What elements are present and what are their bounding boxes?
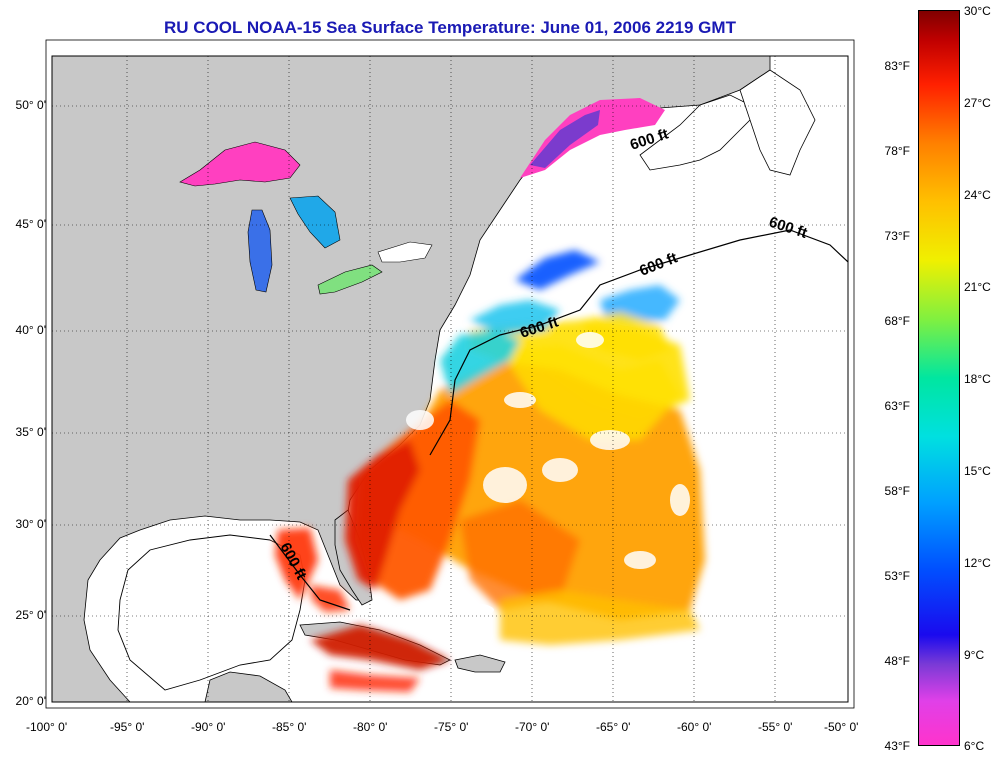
lon-label-minus80: -80° 0' xyxy=(353,720,388,734)
colorbar-f-43: 43°F xyxy=(884,739,910,753)
st-lawrence-sst xyxy=(520,98,665,178)
lon-label-minus100: -100° 0' xyxy=(26,720,68,734)
colorbar-f-58: 58°F xyxy=(884,484,910,498)
hispaniola-land xyxy=(454,654,506,673)
colorbar-c-18: 18°C xyxy=(964,372,991,386)
lon-label-minus50: -50° 0' xyxy=(824,720,859,734)
lat-label-50: 50° 0' xyxy=(15,98,46,112)
colorbar-f-68: 68°F xyxy=(884,314,910,328)
yucatan-land xyxy=(204,671,293,702)
lon-label-minus65: -65° 0' xyxy=(596,720,631,734)
cloud-gaps xyxy=(406,332,690,617)
lat-label-30: 30° 0' xyxy=(15,517,46,531)
map-title: RU COOL NOAA-15 Sea Surface Temperature:… xyxy=(164,18,736,37)
colorbar-c-21: 21°C xyxy=(964,280,991,294)
colorbar-f-48: 48°F xyxy=(884,654,910,668)
colorbar-c-12: 12°C xyxy=(964,556,991,570)
colorbar-c-27: 27°C xyxy=(964,96,991,110)
newfoundland-land xyxy=(739,69,816,176)
colorbar-f-63: 63°F xyxy=(884,399,910,413)
lake-ontario xyxy=(377,241,433,263)
st-lawrence-cold-patch xyxy=(530,110,600,168)
map-outer-frame xyxy=(45,39,855,709)
lon-label-minus95: -95° 0' xyxy=(110,720,145,734)
lon-label-minus85: -85° 0' xyxy=(272,720,307,734)
graticule xyxy=(52,56,848,702)
lon-label-minus90: -90° 0' xyxy=(191,720,226,734)
colorbar-f-83: 83°F xyxy=(884,59,910,73)
colorbar-f-53: 53°F xyxy=(884,569,910,583)
lake-michigan xyxy=(247,209,273,293)
lon-label-minus55: -55° 0' xyxy=(758,720,793,734)
lat-label-20: 20° 0' xyxy=(15,694,46,708)
isobath-600ft-gom-line xyxy=(269,534,351,611)
colorbar-c-15: 15°C xyxy=(964,464,991,478)
lake-erie xyxy=(317,264,383,295)
colorbar-f-73: 73°F xyxy=(884,229,910,243)
lon-label-minus70: -70° 0' xyxy=(515,720,550,734)
isobath-600ft-line xyxy=(429,229,848,456)
colorbar-c-30: 30°C xyxy=(964,4,991,18)
lake-huron xyxy=(289,195,341,249)
lat-label-35: 35° 0' xyxy=(15,425,46,439)
lat-label-40: 40° 0' xyxy=(15,323,46,337)
lon-label-minus60: -60° 0' xyxy=(677,720,712,734)
temperature-colorbar xyxy=(918,10,960,746)
colorbar-c-9: 9°C xyxy=(964,648,985,662)
sst-data-field xyxy=(275,250,705,692)
lon-label-minus75: -75° 0' xyxy=(434,720,469,734)
lat-label-45: 45° 0' xyxy=(15,217,46,231)
lat-label-25: 25° 0' xyxy=(15,608,46,622)
gulf-shelf-contour xyxy=(117,534,306,691)
lake-superior xyxy=(179,141,301,187)
colorbar-c-6: 6°C xyxy=(964,739,985,753)
map-frame xyxy=(51,55,849,703)
colorbar-c-24: 24°C xyxy=(964,188,991,202)
colorbar-f-78: 78°F xyxy=(884,144,910,158)
